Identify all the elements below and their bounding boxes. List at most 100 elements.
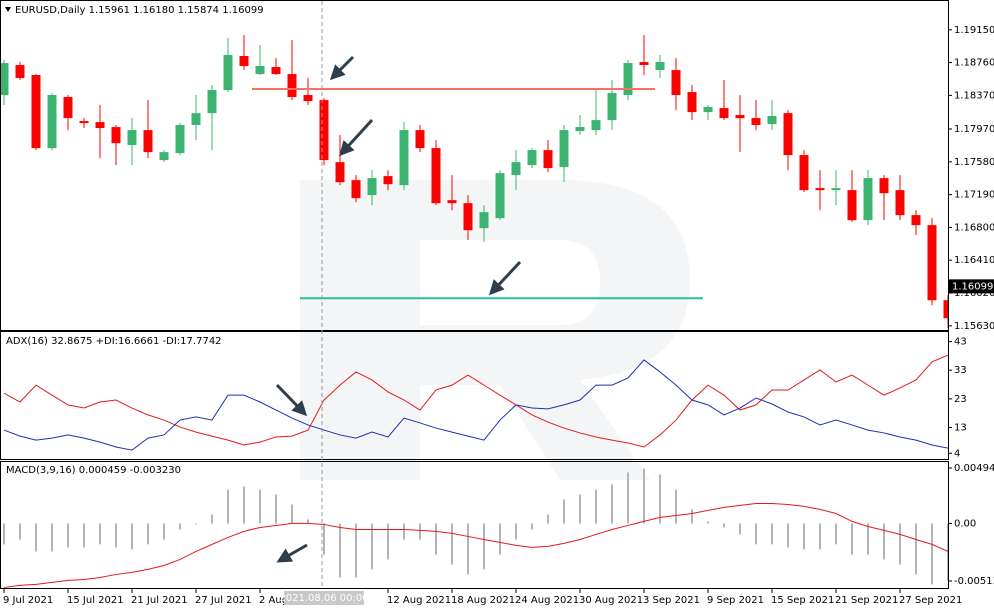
pane	[3, 468, 948, 588]
crosshair-label: 2021.08.06 00:00	[279, 593, 368, 604]
y-tick-label: 1.18760	[954, 58, 994, 69]
candle-body	[623, 63, 633, 96]
candle-body	[223, 54, 233, 91]
adx-pane-frame	[0, 331, 949, 460]
chart-title: EURUSD,Daily 1.15961 1.16180 1.15874 1.1…	[15, 5, 264, 16]
candle-body	[335, 162, 345, 183]
candle-body	[511, 162, 521, 176]
y-tick-label: 13	[954, 423, 967, 434]
candle-body	[671, 70, 681, 96]
candle-body	[431, 148, 441, 204]
y-tick-label: 23	[954, 394, 967, 405]
arrow	[488, 260, 522, 296]
candle-body	[911, 215, 921, 226]
candle-body	[367, 178, 377, 196]
y-tick-label: 1.16800	[954, 222, 994, 233]
arrows	[275, 55, 522, 563]
y-tick-label: 43	[954, 337, 967, 348]
candle-body	[607, 93, 617, 121]
candle-body	[495, 173, 505, 219]
x-tick-label: 27 Sep 2021	[899, 595, 962, 606]
candle-body	[559, 130, 569, 168]
candle-body	[767, 116, 777, 125]
candle-body	[879, 178, 889, 194]
x-tick-label: 30 Aug 2021	[579, 595, 643, 606]
x-tick-label: 24 Aug 2021	[515, 595, 579, 606]
candle-body	[831, 188, 841, 191]
candle-body	[159, 152, 169, 161]
candle-body	[463, 203, 473, 231]
candle-body	[687, 92, 697, 113]
candle-body	[751, 118, 761, 126]
candle-body	[799, 155, 809, 191]
y-tick-label: 1.17190	[954, 190, 994, 201]
plot-layer: 1.19150 1.18760 1.18370 1.17970 1.17580 1.171…	[1, 25, 994, 606]
macd-pane-frame	[0, 461, 949, 589]
x-tick-label: 27 Jul 2021	[195, 595, 252, 606]
x-tick-label: 12 Aug 2021	[387, 595, 451, 606]
y-tick-label: 1.17970	[954, 124, 994, 135]
candle-body	[95, 122, 105, 129]
candle-body	[655, 62, 665, 71]
candle-body	[591, 120, 601, 131]
x-tick-label: 15 Jul 2021	[67, 595, 124, 606]
candle-body	[191, 113, 201, 126]
arrow	[275, 383, 308, 417]
candle-body	[143, 130, 153, 153]
x-tick-label: 21 Sep 2021	[835, 595, 898, 606]
candle-body	[639, 62, 649, 65]
y-tick-label: -0.005134	[954, 576, 994, 587]
last-price-label: 1.16099	[952, 281, 993, 292]
candle-body	[15, 64, 25, 79]
adx-title: ADX(16) 32.8675 +DI:16.6661 -DI:17.7742	[6, 336, 222, 347]
y-tick-label: 1.18370	[954, 90, 994, 101]
x-tick-label: 18 Aug 2021	[451, 595, 515, 606]
y-tick-label: 33	[954, 365, 967, 376]
indicator-line	[3, 354, 948, 448]
candle-body	[1, 63, 9, 96]
candle-body	[255, 66, 265, 75]
candle-body	[127, 130, 137, 146]
symbol-menu-icon[interactable]	[5, 7, 11, 12]
candle-body	[319, 100, 329, 161]
candle-body	[287, 74, 297, 98]
candle-body	[175, 125, 185, 154]
candle-body	[847, 190, 857, 221]
pane	[1, 34, 948, 329]
candle-body	[351, 180, 361, 199]
crosshair-label-box	[284, 591, 364, 605]
candle-body	[47, 95, 57, 149]
y-tick-label: 1.16020	[954, 288, 994, 299]
candle-body	[399, 130, 409, 186]
candle-body	[239, 55, 249, 67]
candle-body	[79, 121, 89, 124]
y-tick-label: 0.004947	[954, 463, 994, 474]
candle-body	[735, 115, 745, 119]
candle-body	[863, 178, 873, 221]
candle-body	[895, 190, 905, 216]
signal-line	[3, 502, 948, 588]
x-tick-label: 3 Sep 2021	[643, 595, 700, 606]
candle-body	[719, 108, 729, 119]
y-tick-label: 1.16410	[954, 255, 994, 266]
candle-body	[31, 75, 41, 149]
candle-body	[543, 150, 553, 169]
candle-body	[303, 95, 313, 102]
main-pane-frame	[0, 0, 949, 331]
candle-body	[943, 300, 948, 319]
x-tick-label: 9 Sep 2021	[707, 595, 764, 606]
x-tick-label: 15 Sep 2021	[771, 595, 834, 606]
x-tick-label: 9 Jul 2021	[3, 595, 53, 606]
pane	[3, 354, 948, 451]
y-tick-label: 0.00	[954, 518, 976, 529]
last-price-tag	[949, 279, 994, 294]
candle-body	[207, 90, 217, 114]
candle-body	[815, 188, 825, 191]
candle-body	[383, 176, 393, 185]
macd-title: MACD(3,9,16) 0.000459 -0.003230	[6, 465, 181, 476]
candle-body	[447, 200, 457, 204]
candle-body	[271, 67, 281, 75]
indicator-line	[3, 359, 948, 451]
